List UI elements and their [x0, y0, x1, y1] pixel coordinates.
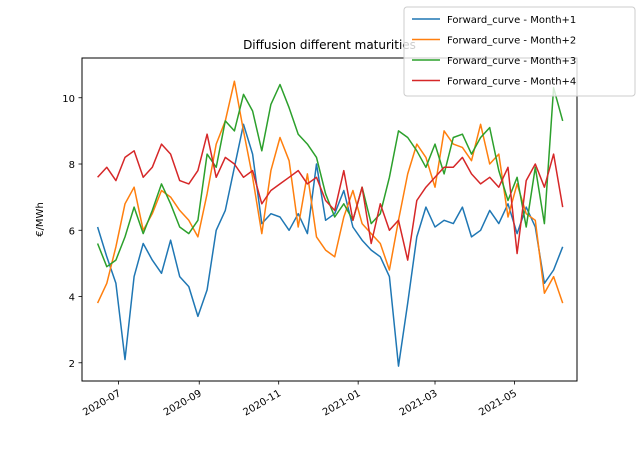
- legend-label: Forward_curve - Month+2: [447, 36, 576, 47]
- plot-area: [82, 58, 577, 381]
- y-tick-label: 2: [69, 359, 75, 370]
- plot-frame: [81, 57, 578, 382]
- chart-title: Diffusion different maturities: [243, 38, 416, 52]
- x-tick-label: 2020-09: [162, 388, 204, 418]
- series-line-month-2: [96, 80, 564, 304]
- x-tick-label: 2021-01: [321, 388, 363, 418]
- y-tick-label: 8: [69, 160, 75, 171]
- x-tick-label: 2021-03: [398, 388, 440, 418]
- y-tick-label: 6: [69, 226, 75, 237]
- x-tick-label: 2021-05: [477, 388, 519, 418]
- series-layer: [96, 80, 564, 367]
- legend: Forward_curve - Month+1 Forward_curve - M…: [403, 6, 636, 97]
- series-line-month-4: [97, 133, 564, 261]
- legend-label: Forward_curve - Month+4: [447, 77, 576, 88]
- legend-box: [403, 6, 636, 97]
- x-tick-label: 2020-07: [81, 388, 123, 418]
- legend-label: Forward_curve - Month+1: [447, 15, 576, 26]
- y-tick-label: 10: [62, 94, 75, 105]
- legend-label: Forward_curve - Month+3: [447, 56, 576, 67]
- x-tick-label: 2020-11: [242, 388, 284, 418]
- series-line-month-1: [96, 123, 564, 367]
- y-axis-label: €/MWh: [35, 202, 46, 237]
- y-tick-label: 4: [69, 293, 75, 304]
